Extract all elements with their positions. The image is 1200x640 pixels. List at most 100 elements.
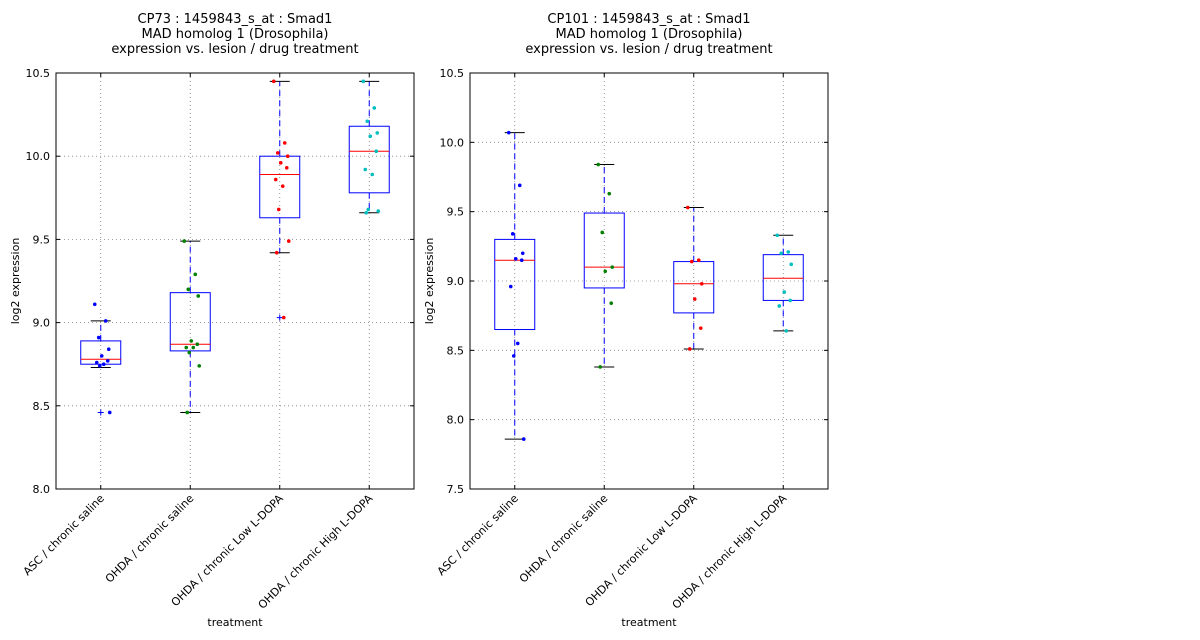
box bbox=[80, 340, 122, 365]
data-point bbox=[609, 301, 614, 305]
x-axis-label: treatment bbox=[621, 616, 677, 629]
chart-title-line: MAD homolog 1 (Drosophila) bbox=[142, 27, 329, 42]
y-tick-label: 10.0 bbox=[26, 150, 51, 163]
data-point bbox=[275, 151, 280, 155]
data-point bbox=[515, 341, 520, 346]
outlier-marker bbox=[97, 409, 104, 416]
data-point bbox=[687, 347, 692, 351]
data-point bbox=[185, 410, 190, 415]
chart-title-line: MAD homolog 1 (Drosophila) bbox=[556, 27, 743, 42]
data-point bbox=[521, 437, 526, 441]
data-point bbox=[519, 258, 524, 263]
y-tick-label: 9.5 bbox=[33, 233, 51, 246]
data-point bbox=[282, 141, 287, 145]
y-axis-label: log2 expression bbox=[423, 238, 436, 325]
data-point bbox=[600, 230, 605, 235]
data-point bbox=[603, 269, 608, 274]
y-tick-label: 8.0 bbox=[33, 483, 51, 496]
data-point bbox=[286, 239, 291, 243]
data-point bbox=[363, 167, 368, 172]
y-tick-label: 8.5 bbox=[33, 400, 51, 413]
data-point bbox=[699, 281, 704, 286]
data-point bbox=[365, 119, 370, 124]
data-point bbox=[97, 364, 102, 368]
data-point bbox=[107, 410, 112, 415]
data-point bbox=[775, 233, 780, 238]
data-point bbox=[376, 209, 381, 213]
data-point bbox=[101, 362, 106, 367]
data-point bbox=[193, 272, 198, 277]
data-point bbox=[782, 290, 787, 294]
y-tick-label: 9.0 bbox=[447, 275, 465, 288]
chart-title-line: expression vs. lesion / drug treatment bbox=[111, 42, 358, 57]
y-tick-label: 7.5 bbox=[447, 483, 465, 496]
data-point bbox=[598, 365, 603, 369]
y-tick-label: 8.0 bbox=[447, 414, 465, 427]
data-point bbox=[278, 161, 283, 165]
data-point bbox=[197, 364, 202, 368]
box bbox=[583, 212, 625, 289]
data-point bbox=[196, 294, 201, 298]
data-point bbox=[689, 259, 694, 264]
y-tick-label: 8.5 bbox=[447, 344, 465, 357]
data-point bbox=[285, 154, 290, 158]
data-point bbox=[607, 191, 612, 196]
box bbox=[169, 292, 211, 352]
data-point bbox=[506, 130, 511, 135]
data-point bbox=[94, 360, 99, 365]
data-point bbox=[103, 319, 108, 323]
x-tick-label: ASC / chronic saline bbox=[435, 492, 521, 578]
data-point bbox=[364, 210, 369, 215]
data-point bbox=[374, 149, 379, 154]
chart-title-line: CP73 : 1459843_s_at : Smad1 bbox=[138, 12, 333, 27]
y-tick-label: 10.5 bbox=[26, 67, 51, 80]
data-point bbox=[281, 315, 286, 320]
data-point bbox=[191, 345, 196, 350]
data-point bbox=[99, 354, 104, 358]
data-point bbox=[280, 184, 285, 188]
chart-title-line: CP101 : 1459843_s_at : Smad1 bbox=[547, 12, 750, 27]
data-point bbox=[510, 232, 515, 236]
y-tick-label: 10.5 bbox=[440, 67, 465, 80]
box bbox=[348, 125, 390, 194]
y-tick-label: 9.5 bbox=[447, 206, 465, 219]
data-point bbox=[271, 79, 276, 84]
y-axis-label: log2 expression bbox=[9, 238, 22, 325]
data-point bbox=[786, 250, 791, 254]
data-point bbox=[273, 177, 278, 182]
data-point bbox=[368, 134, 373, 139]
data-point bbox=[187, 350, 192, 355]
data-point bbox=[698, 326, 703, 330]
y-tick-label: 9.0 bbox=[33, 317, 51, 330]
data-point bbox=[189, 339, 194, 343]
data-point bbox=[375, 131, 380, 135]
x-tick-label: OHDA / chronic saline bbox=[517, 492, 611, 586]
data-point bbox=[789, 262, 794, 267]
data-point bbox=[508, 284, 513, 289]
y-tick-label: 10.0 bbox=[440, 136, 465, 149]
data-point bbox=[284, 166, 289, 170]
data-point bbox=[92, 302, 97, 307]
data-point bbox=[372, 106, 377, 110]
x-axis-label: treatment bbox=[207, 616, 263, 629]
data-point bbox=[511, 354, 516, 358]
plot-frame bbox=[55, 72, 415, 490]
box bbox=[673, 261, 715, 314]
data-point bbox=[96, 335, 101, 340]
outlier-marker bbox=[276, 314, 283, 321]
data-point bbox=[685, 205, 690, 210]
data-point bbox=[784, 329, 789, 333]
data-point bbox=[366, 207, 371, 212]
box bbox=[494, 238, 536, 331]
chart-title-line: expression vs. lesion / drug treatment bbox=[525, 42, 772, 57]
data-point bbox=[184, 345, 189, 350]
data-point bbox=[361, 79, 366, 84]
data-point bbox=[182, 239, 187, 243]
box bbox=[762, 254, 804, 301]
data-point bbox=[520, 251, 525, 256]
box bbox=[259, 155, 301, 219]
data-point bbox=[517, 183, 522, 188]
data-point bbox=[692, 297, 697, 301]
data-point bbox=[186, 287, 191, 292]
